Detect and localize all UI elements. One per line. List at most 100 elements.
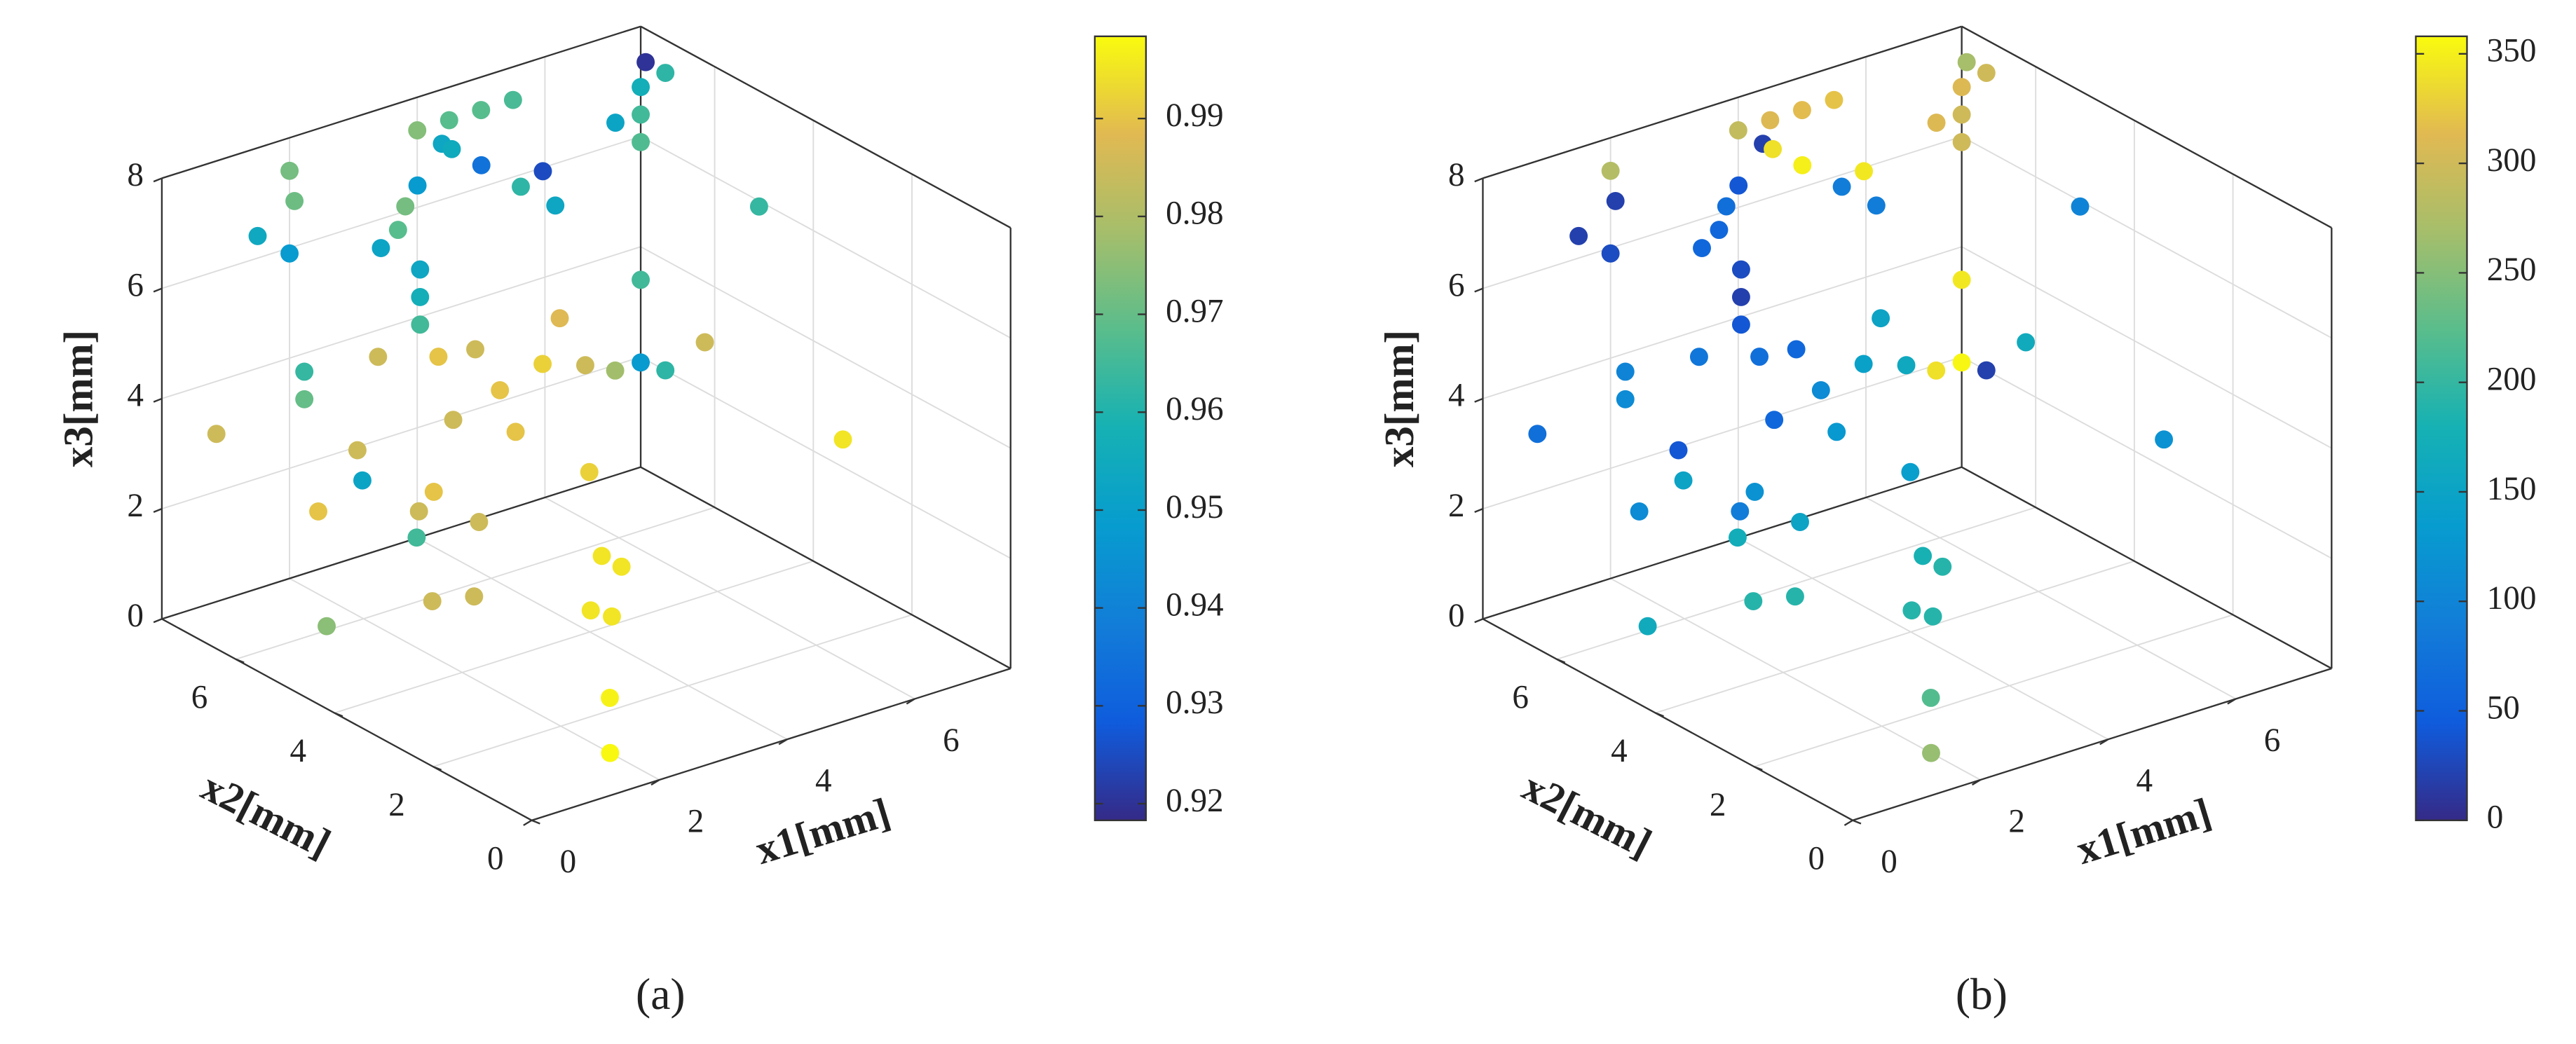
data-point bbox=[424, 482, 443, 501]
data-point bbox=[2017, 333, 2036, 352]
data-point bbox=[411, 315, 430, 334]
y-tick-label: 2 bbox=[388, 787, 405, 823]
box-edge bbox=[1961, 25, 2332, 229]
tick-mark bbox=[531, 819, 540, 825]
colorbar-tick-label: 0.99 bbox=[1166, 97, 1223, 134]
y-tick-label: 2 bbox=[1710, 787, 1726, 823]
data-point bbox=[429, 348, 448, 366]
x-tick-label: 4 bbox=[815, 763, 832, 799]
tick-mark bbox=[1474, 618, 1483, 624]
data-point bbox=[503, 90, 522, 109]
tick-mark bbox=[334, 712, 343, 717]
data-point bbox=[2155, 430, 2174, 449]
tick-mark bbox=[1754, 766, 1763, 771]
grid-line bbox=[640, 246, 1011, 449]
colorbar-tick-label: 200 bbox=[2487, 361, 2537, 397]
data-point bbox=[396, 197, 415, 216]
box-edge bbox=[161, 618, 533, 821]
tick-mark bbox=[432, 766, 442, 771]
data-point bbox=[1729, 176, 1748, 195]
tick-mark bbox=[2099, 739, 2109, 746]
data-point bbox=[632, 132, 650, 151]
data-point bbox=[353, 471, 372, 490]
data-point bbox=[1827, 423, 1846, 441]
data-point bbox=[408, 176, 427, 195]
data-point bbox=[1933, 557, 1952, 576]
colorbar bbox=[1093, 35, 1147, 821]
data-point bbox=[1785, 587, 1804, 606]
colorbar-tick-label: 0.98 bbox=[1166, 195, 1223, 232]
grid-line bbox=[334, 560, 814, 714]
data-point bbox=[1765, 411, 1784, 430]
z-tick-label: 6 bbox=[1448, 267, 1465, 303]
data-point bbox=[1674, 471, 1693, 490]
data-point bbox=[1630, 502, 1649, 521]
data-point bbox=[1811, 380, 1830, 399]
data-point bbox=[1793, 156, 1812, 174]
colorbar-tick-label: 0.93 bbox=[1166, 685, 1223, 721]
box-edge bbox=[640, 25, 1011, 229]
data-point bbox=[1952, 353, 1971, 372]
z-tick-label: 0 bbox=[1448, 598, 1465, 634]
data-point bbox=[1731, 260, 1750, 279]
data-point bbox=[295, 390, 314, 408]
grid-line bbox=[1754, 614, 2233, 768]
tick-mark bbox=[153, 287, 163, 293]
data-point bbox=[576, 356, 594, 375]
z-tick-label: 0 bbox=[127, 598, 144, 634]
data-point bbox=[466, 340, 484, 359]
data-point bbox=[1669, 441, 1688, 460]
data-point bbox=[388, 221, 407, 240]
data-point bbox=[695, 333, 714, 352]
colorbar-tick-label: 0.95 bbox=[1166, 489, 1223, 526]
tick-mark bbox=[1474, 177, 1483, 183]
grid-line bbox=[1610, 577, 1981, 781]
data-point bbox=[1731, 502, 1750, 521]
data-point bbox=[1787, 340, 1806, 359]
data-point bbox=[603, 607, 621, 626]
grid-line bbox=[1961, 356, 2332, 559]
box-edge bbox=[1482, 618, 1853, 821]
grid-line bbox=[1865, 497, 2237, 700]
grid-line bbox=[1655, 560, 2135, 714]
grid-line bbox=[432, 614, 913, 768]
colorbar-tick-label: 350 bbox=[2487, 33, 2537, 69]
tick-mark bbox=[153, 397, 163, 403]
data-point bbox=[1977, 64, 1996, 82]
data-point bbox=[533, 355, 552, 373]
data-point bbox=[1825, 90, 1844, 109]
data-point bbox=[465, 587, 484, 606]
data-point bbox=[592, 547, 611, 565]
colorbar-tick-label: 0.97 bbox=[1166, 293, 1223, 329]
colorbar-tick-label: 0.96 bbox=[1166, 391, 1223, 427]
tick-mark bbox=[2227, 698, 2237, 705]
data-point bbox=[409, 502, 428, 521]
box-edge bbox=[161, 25, 641, 179]
data-point bbox=[1977, 361, 1996, 380]
colorbar-tick-label: 0.92 bbox=[1166, 783, 1223, 819]
data-point bbox=[1952, 270, 1971, 289]
z-axis-label: x3[mm] bbox=[1377, 330, 1422, 467]
data-point bbox=[1601, 244, 1620, 263]
tick-mark bbox=[1556, 658, 1566, 664]
grid-line bbox=[1961, 136, 2332, 339]
data-point bbox=[472, 156, 491, 174]
y-tick-label: 4 bbox=[290, 733, 307, 769]
data-point bbox=[1914, 547, 1933, 565]
x-tick-label: 2 bbox=[688, 803, 704, 839]
grid-line bbox=[640, 356, 1011, 559]
x-tick-label: 0 bbox=[560, 844, 577, 880]
tick-mark bbox=[153, 508, 163, 513]
data-point bbox=[309, 502, 327, 521]
data-point bbox=[1957, 53, 1976, 71]
colorbar-tick-label: 250 bbox=[2487, 252, 2537, 288]
data-point bbox=[1923, 607, 1942, 626]
caption: (a) bbox=[636, 969, 686, 1019]
x-tick-label: 6 bbox=[2264, 722, 2281, 759]
data-point bbox=[601, 689, 619, 707]
data-point bbox=[207, 425, 226, 444]
data-point bbox=[1569, 226, 1588, 245]
tick-mark bbox=[235, 658, 245, 664]
z-tick-label: 6 bbox=[127, 267, 144, 303]
box-edge bbox=[1961, 466, 2332, 670]
